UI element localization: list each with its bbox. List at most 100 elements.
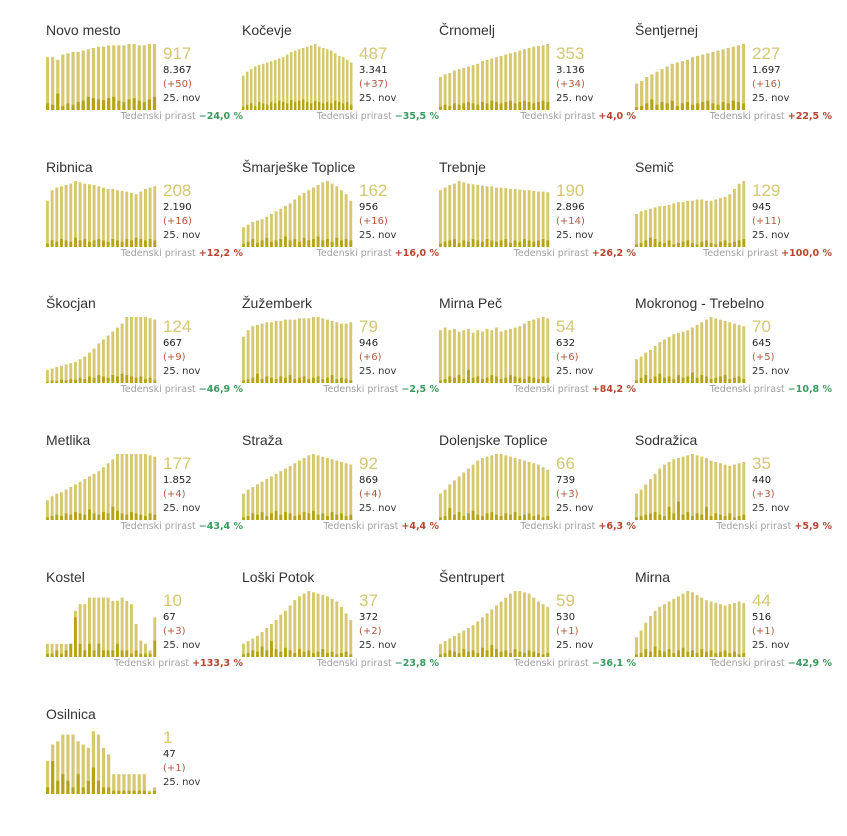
new-cases-bar xyxy=(134,650,138,657)
new-cases-bar xyxy=(471,510,475,520)
active-cases-bar xyxy=(274,211,278,247)
active-cases-bar xyxy=(695,455,699,520)
daily-change-value: (+3) xyxy=(163,626,186,637)
active-cases-bar xyxy=(130,192,133,247)
active-cases-bar xyxy=(130,604,133,657)
active-cases-bar xyxy=(274,59,277,110)
active-cases-bar xyxy=(663,339,666,383)
active-cases-bar xyxy=(523,460,526,520)
active-cases-bar xyxy=(246,330,250,383)
active-cases-bar xyxy=(537,191,540,247)
municipality-name: Mokronog - Trebelno xyxy=(635,295,765,311)
active-cases-bar xyxy=(635,359,638,383)
new-cases-bar xyxy=(71,787,75,794)
active-cases-bar xyxy=(298,318,301,383)
new-cases-bar xyxy=(504,650,508,657)
new-cases-bar xyxy=(644,240,648,247)
new-cases-bar xyxy=(349,654,353,657)
new-cases-bar xyxy=(96,99,101,110)
active-cases-value: 1 xyxy=(163,728,173,747)
new-cases-bar xyxy=(130,653,133,657)
active-cases-bar xyxy=(709,200,713,247)
active-cases-bar xyxy=(546,192,550,247)
new-cases-bar xyxy=(120,241,124,247)
new-cases-bar xyxy=(681,377,685,383)
weekly-growth: Tedenski prirast −46,9 % xyxy=(121,384,243,395)
new-cases-bar xyxy=(137,100,141,110)
active-cases-bar xyxy=(344,323,348,383)
new-cases-bar xyxy=(495,649,498,657)
active-cases-bar xyxy=(282,57,285,110)
date-label: 25. nov xyxy=(752,230,790,241)
new-cases-bar xyxy=(74,379,77,383)
active-cases-bar xyxy=(490,58,494,110)
active-cases-bar xyxy=(83,479,87,520)
new-cases-bar xyxy=(537,240,540,247)
active-cases-bar xyxy=(60,365,63,383)
new-cases-bar xyxy=(122,102,126,110)
new-cases-bar xyxy=(270,102,273,110)
active-cases-bar xyxy=(251,487,255,520)
active-cases-bar xyxy=(152,44,157,110)
new-cases-bar xyxy=(686,376,690,383)
new-cases-bar xyxy=(127,99,131,110)
new-cases-bar xyxy=(330,241,334,247)
weekly-growth: Tedenski prirast +5,9 % xyxy=(716,521,832,532)
active-cases-bar xyxy=(298,49,301,110)
active-cases-bar xyxy=(701,54,705,110)
active-cases-bar xyxy=(527,593,531,657)
active-cases-bar xyxy=(97,597,101,657)
active-cases-bar xyxy=(453,70,456,110)
new-cases-bar xyxy=(635,380,638,383)
new-cases-bar xyxy=(672,244,676,247)
active-cases-bar xyxy=(321,318,325,383)
new-cases-bar xyxy=(714,513,718,520)
active-cases-bar xyxy=(667,461,671,520)
active-cases-bar xyxy=(64,184,68,247)
new-cases-bar xyxy=(335,237,339,247)
active-cases-bar xyxy=(279,208,283,247)
active-cases-bar xyxy=(288,605,292,657)
new-cases-bar xyxy=(130,240,133,247)
date-label: 25. nov xyxy=(359,366,397,377)
new-cases-bar xyxy=(316,236,320,247)
weekly-growth: Tedenski prirast −42,9 % xyxy=(710,658,832,669)
sparkline-chart xyxy=(635,591,746,657)
active-cases-bar xyxy=(462,472,466,520)
new-cases-bar xyxy=(298,649,301,657)
new-cases-bar xyxy=(127,790,131,794)
active-cases-bar xyxy=(91,47,95,110)
active-cases-bar xyxy=(681,331,685,383)
new-cases-bar xyxy=(148,239,152,247)
active-cases-bar xyxy=(719,463,722,520)
daily-change-value: (+34) xyxy=(556,79,585,90)
new-cases-bar xyxy=(81,787,85,794)
new-cases-bar xyxy=(663,651,666,657)
new-cases-bar xyxy=(256,243,259,247)
active-cases-bar xyxy=(485,613,489,657)
new-cases-bar xyxy=(719,651,722,657)
new-cases-bar xyxy=(61,106,65,110)
new-cases-bar xyxy=(142,102,146,110)
weekly-growth-label: Tedenski prirast xyxy=(323,384,399,395)
active-cases-bar xyxy=(46,57,50,110)
active-cases-bar xyxy=(733,323,736,383)
weekly-growth-value: +84,2 % xyxy=(591,384,636,395)
active-cases-bar xyxy=(499,454,503,520)
active-cases-bar xyxy=(335,186,339,247)
new-cases-bar xyxy=(134,237,138,247)
active-cases-bar xyxy=(279,320,283,383)
municipality-name: Loški Potok xyxy=(242,569,315,585)
new-cases-bar xyxy=(696,103,700,110)
new-cases-bar xyxy=(147,792,151,794)
new-cases-bar xyxy=(111,239,115,247)
new-cases-bar xyxy=(457,512,461,520)
active-cases-bar xyxy=(527,47,531,110)
new-cases-bar xyxy=(92,377,96,383)
new-cases-bar xyxy=(705,376,708,383)
sparkline-chart xyxy=(46,731,157,794)
active-cases-bar xyxy=(665,66,669,110)
new-cases-bar xyxy=(242,654,245,657)
new-cases-bar xyxy=(117,790,121,794)
active-cases-value: 208 xyxy=(163,181,192,200)
